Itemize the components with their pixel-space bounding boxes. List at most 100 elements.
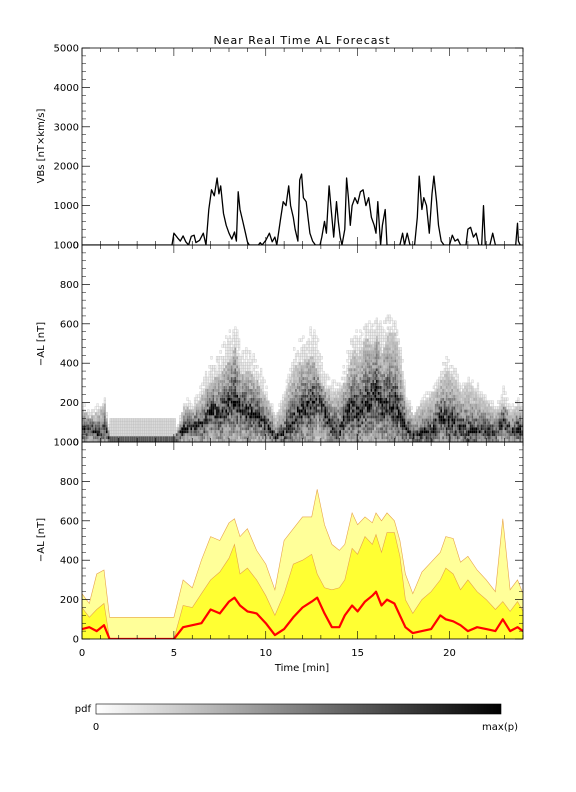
pdf-cell xyxy=(282,403,285,407)
pdf-cell xyxy=(348,421,351,425)
pdf-cell xyxy=(385,338,388,342)
pdf-cell xyxy=(208,430,211,434)
pdf-cell xyxy=(484,397,487,401)
pdf-cell xyxy=(114,430,118,434)
pdf-cell xyxy=(396,394,398,398)
pdf-cell xyxy=(282,427,285,431)
pdf-cell xyxy=(315,435,318,440)
pdf-cell xyxy=(377,353,380,357)
pdf-cell xyxy=(236,415,239,419)
pdf-cell xyxy=(353,379,356,383)
pdf-cell xyxy=(92,415,95,419)
pdf-cell xyxy=(274,430,277,434)
pdf-cell xyxy=(232,400,235,404)
pdf-cell xyxy=(131,436,134,440)
pdf-cell xyxy=(247,439,250,442)
pdf-cell xyxy=(488,424,490,428)
pdf-cell xyxy=(223,403,226,407)
pdf-cell xyxy=(451,418,454,422)
pdf-cell xyxy=(361,400,364,404)
pdf-cell xyxy=(252,406,255,410)
pdf-cell xyxy=(421,412,424,416)
pdf-cell xyxy=(346,367,349,372)
pdf-cell xyxy=(455,412,457,416)
pdf-cell xyxy=(105,438,108,442)
pdf-cell xyxy=(94,430,97,434)
pdf-cell xyxy=(317,400,319,404)
pdf-cell xyxy=(467,421,470,425)
pdf-cell xyxy=(313,427,316,431)
pdf-cell xyxy=(171,418,174,422)
pdf-cell xyxy=(515,421,518,425)
pdf-cell xyxy=(399,388,402,392)
pdf-cell xyxy=(188,421,191,425)
pdf-cell xyxy=(502,406,505,410)
pdf-cell xyxy=(247,397,250,401)
pdf-cell xyxy=(442,403,444,407)
pdf-cell xyxy=(335,415,338,419)
pdf-cell xyxy=(480,421,483,425)
pdf-cell xyxy=(493,424,496,428)
pdf-cell xyxy=(218,382,220,386)
pdf-cell xyxy=(261,379,265,384)
pdf-cell xyxy=(377,338,380,342)
pdf-cell xyxy=(225,382,228,386)
pdf-cell xyxy=(478,436,481,440)
pdf-cell xyxy=(392,433,395,437)
pdf-cell xyxy=(504,430,507,434)
pdf-cell xyxy=(333,391,336,395)
pdf-cell xyxy=(308,371,310,375)
pdf-cell xyxy=(227,374,229,377)
pdf-cell xyxy=(289,430,292,434)
pdf-cell xyxy=(396,382,398,386)
pdf-cell xyxy=(256,412,259,416)
pdf-cell xyxy=(368,435,371,440)
pdf-cell xyxy=(302,433,305,437)
pdf-cell xyxy=(210,403,213,407)
pdf-cell xyxy=(383,406,386,410)
pdf-cell xyxy=(322,430,325,434)
pdf-cell xyxy=(287,409,290,413)
pdf-cell xyxy=(302,365,305,369)
pdf-cell xyxy=(236,353,239,357)
pdf-cell xyxy=(302,406,305,410)
pdf-cell xyxy=(133,418,136,422)
pdf-cell xyxy=(403,385,406,390)
pdf-cell xyxy=(442,382,445,387)
pdf-cell xyxy=(344,388,347,392)
pdf-cell xyxy=(467,406,470,410)
pdf-cell xyxy=(177,439,180,442)
pdf-cell xyxy=(341,439,343,442)
pdf-cell xyxy=(247,427,250,431)
pdf-cell xyxy=(219,430,222,434)
pdf-cell xyxy=(252,356,255,360)
pdf-cell xyxy=(390,344,393,348)
pdf-cell xyxy=(313,424,316,428)
pdf-cell xyxy=(317,412,319,416)
pdf-cell xyxy=(129,427,132,431)
pdf-cell xyxy=(488,436,490,440)
pdf-cell xyxy=(221,412,224,416)
pdf-cell xyxy=(206,376,209,381)
pdf-cell xyxy=(352,394,354,398)
pdf-cell xyxy=(504,436,507,440)
pdf-cell xyxy=(376,415,378,419)
pdf-cell xyxy=(318,379,321,384)
pdf-cell xyxy=(238,403,240,407)
pdf-cell xyxy=(387,421,389,425)
pdf-cell xyxy=(311,394,314,398)
pdf-cell xyxy=(252,379,255,384)
pdf-cell xyxy=(361,382,364,386)
pdf-cell xyxy=(287,424,290,428)
pdf-cell xyxy=(218,400,220,404)
pdf-cell xyxy=(353,353,356,357)
pdf-cell xyxy=(234,424,237,428)
pdf-cell xyxy=(394,385,397,389)
pdf-cell xyxy=(102,406,105,410)
pdf-cell xyxy=(308,391,310,395)
pdf-cell xyxy=(355,367,358,372)
pdf-cell xyxy=(306,356,309,360)
pdf-cell xyxy=(421,424,424,428)
pdf-cell xyxy=(320,388,323,392)
pdf-cell xyxy=(293,362,296,366)
